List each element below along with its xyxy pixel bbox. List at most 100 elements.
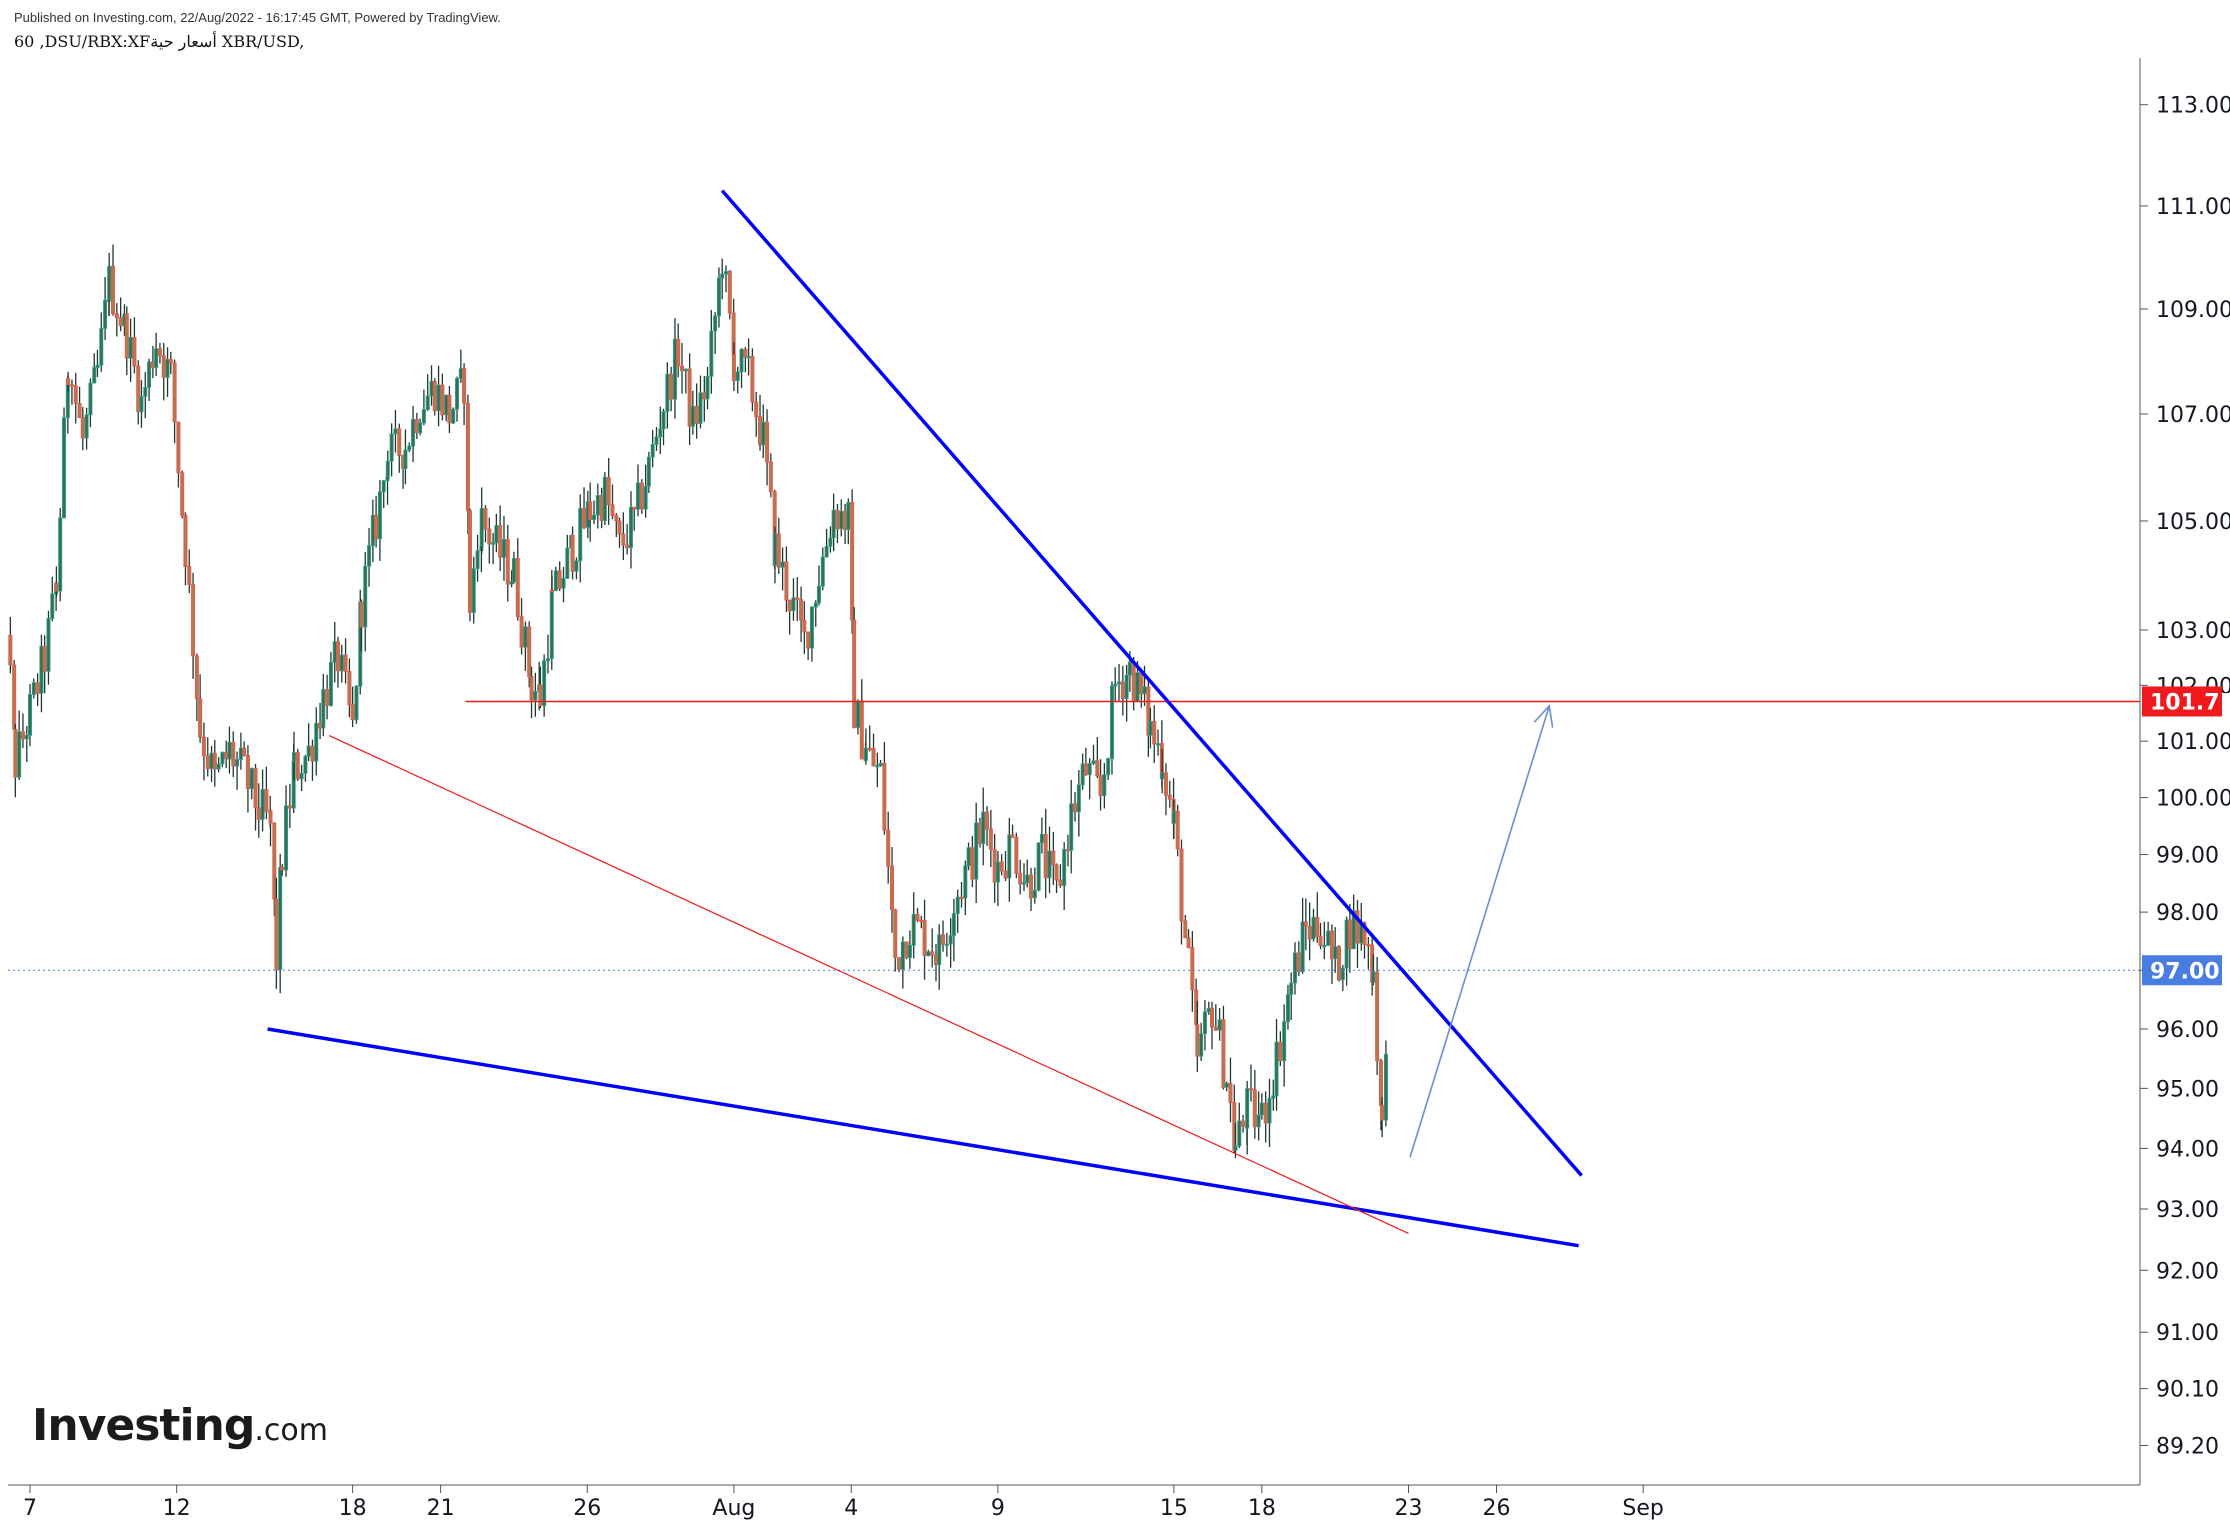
candle-up [403,449,408,469]
price-tick-label: 103.00 [2156,619,2230,644]
price-tick-label: 89.20 [2156,1435,2219,1460]
candle-down [977,822,982,845]
candle-down [1329,930,1334,960]
candle-down [1195,1024,1200,1057]
candle-up [1160,772,1165,780]
candle-down [374,514,379,540]
candle-up [665,373,670,412]
candle-down [1043,833,1048,879]
candle-up [1293,952,1298,984]
candle-up [1289,982,1294,995]
candle-up [411,419,416,447]
candle-down [1347,919,1352,950]
candle-down [111,265,116,315]
candle-up [809,606,814,649]
candle-up [370,514,375,547]
candle-up [1274,1041,1279,1097]
candle-down [397,428,402,456]
price-tick-label: 100.00 [2156,787,2230,812]
candle-down [118,317,123,327]
candle-down [776,533,781,568]
candle-down [871,748,876,767]
price-tick-label: 105.00 [2156,510,2230,535]
candlestick-series [8,244,1388,1159]
candle-down [1010,834,1015,838]
candle-up [165,359,170,378]
candle-down [1315,916,1320,938]
candle-down [802,619,807,633]
candle-up [216,763,221,770]
time-tick-label: 26 [573,1496,601,1521]
candle-down [440,384,445,416]
candle-down [1366,944,1371,947]
candle-down [287,805,292,809]
candle-up [471,568,476,613]
candle-down [614,515,619,522]
candle-up [46,618,51,672]
candle-up [948,935,953,945]
candle-down [224,751,229,760]
candle-down [727,271,732,314]
candle-down [1303,921,1308,927]
candle-down [325,689,330,706]
candle-down [157,348,162,357]
candle-down [35,682,40,694]
candle-down [750,355,755,403]
candle-down [310,745,315,762]
candle-up [981,811,986,845]
candle-down [256,807,261,820]
candle-down [1163,772,1168,796]
candle-down [795,597,800,600]
candle-up [523,626,528,648]
candle-down [1152,720,1157,745]
time-tick-label: Aug [712,1496,755,1521]
candle-up [1117,681,1122,685]
time-tick-label: 12 [163,1496,191,1521]
candle-down [295,752,300,780]
candle-up [926,951,931,957]
candle-up [88,382,93,416]
candle-down [483,508,488,530]
candle-down [1296,952,1301,973]
candle-up [1311,916,1316,940]
candle-up [772,533,777,567]
candle-up [545,658,550,662]
candle-down [318,722,323,729]
candle-up [705,375,710,400]
candle-down [1065,848,1070,852]
candle-up [107,265,112,301]
candle-down [859,700,864,760]
candle-down [467,510,472,613]
candle-down [212,752,217,770]
candle-up [418,422,423,434]
candle-up [363,565,368,628]
symbol-title: 60 ,DSU/RBX:XFأسعار حية XBR/USD, [14,32,305,51]
candle-down [850,501,855,621]
price-label-value: 101.71 [2150,690,2230,715]
candle-up [354,685,359,721]
candle-down [191,584,196,657]
candle-up [1036,842,1041,891]
candle-down [1120,681,1125,700]
candle-up [1224,1082,1229,1088]
candle-up [553,570,558,592]
candle-down [1190,947,1195,991]
candle-down [610,504,615,516]
candle-up [303,755,308,774]
candle-up [249,767,254,790]
candle-up [724,271,729,275]
candle-up [855,700,860,728]
candle-down [168,359,173,364]
candle-up [1113,683,1118,687]
candle-down [669,373,674,400]
candle-down [784,561,789,601]
investing-logo: Investing .com [32,1400,328,1451]
candle-down [930,951,935,956]
candle-down [1083,763,1088,776]
candle-down [1221,1019,1226,1088]
candle-up [27,694,32,736]
candle-down [768,461,773,492]
candle-up [739,349,744,373]
candle-down [245,754,250,790]
candle-up [58,517,63,592]
